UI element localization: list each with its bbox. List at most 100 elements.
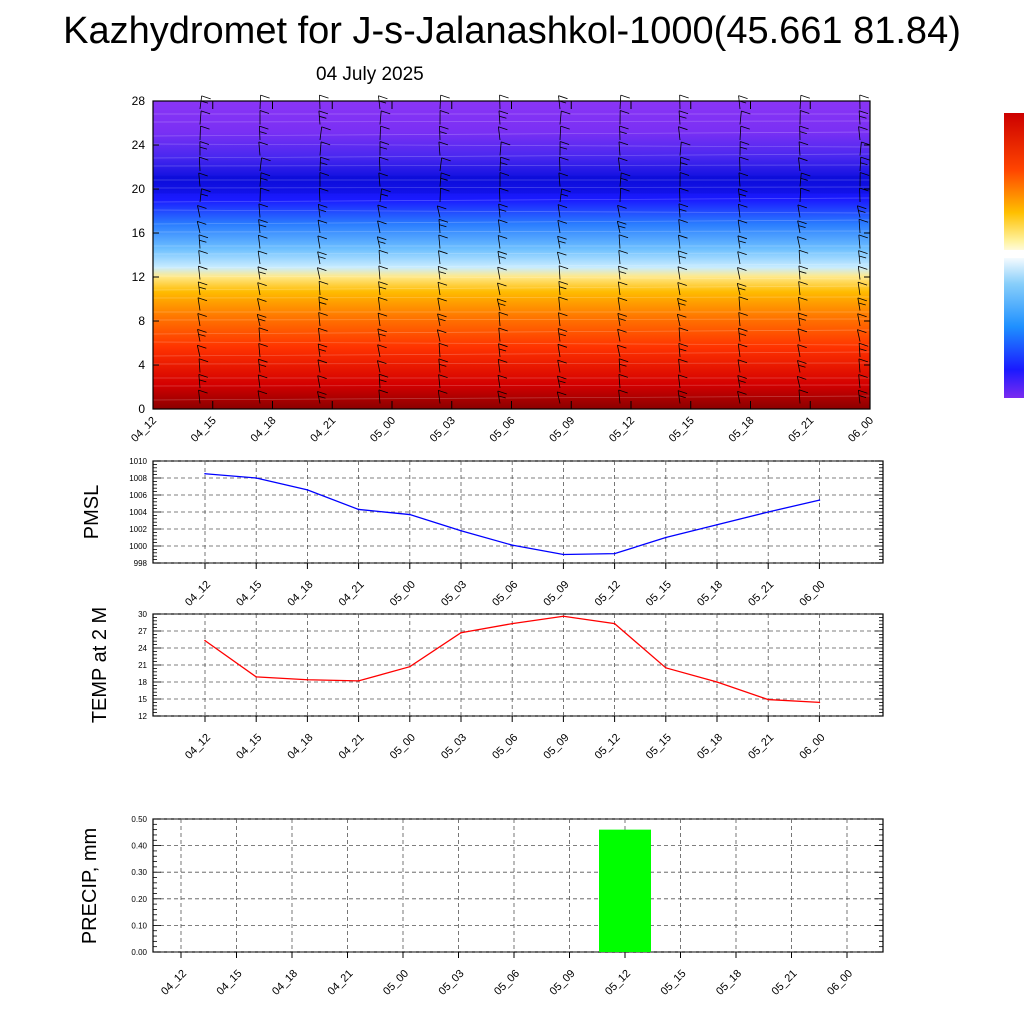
wind-barb — [198, 234, 209, 249]
contour-line — [152, 186, 871, 189]
heatmap-y-tick-label: 0 — [138, 402, 145, 416]
x-tick-label: 06_00 — [825, 968, 855, 998]
heatmap-field — [153, 101, 870, 409]
wind-barb — [499, 172, 510, 187]
wind-barb — [317, 391, 327, 404]
wind-barb — [618, 389, 628, 404]
wind-barb — [377, 360, 387, 373]
wind-barb — [197, 328, 207, 342]
wind-barb — [677, 266, 688, 280]
wind-barb — [318, 312, 328, 327]
x-tick-label: 04_21 — [337, 579, 367, 609]
wind-barb — [378, 373, 389, 389]
wind-barb — [318, 280, 329, 296]
wind-barb — [258, 327, 269, 342]
x-tick-label: 06_00 — [797, 579, 827, 609]
wind-barb — [737, 235, 748, 249]
y-tick-label: 24 — [138, 644, 147, 653]
wind-barb — [378, 249, 389, 265]
wind-barb — [738, 296, 749, 311]
x-tick-label: 04_15 — [234, 732, 264, 762]
x-tick-label: 05_06 — [492, 968, 522, 998]
contour-line — [152, 209, 871, 214]
wind-barb — [678, 203, 689, 218]
heatmap-x-tick-label: 05_03 — [428, 415, 458, 445]
x-tick-label: 05_00 — [388, 732, 418, 762]
heatmap-x-tick-label: 05_09 — [547, 415, 577, 445]
wind-barb — [257, 298, 267, 311]
wind-barb — [677, 297, 687, 311]
contour-line — [152, 252, 871, 255]
heatmap-x-tick-label: 04_12 — [129, 415, 159, 445]
y-tick-label: 0.40 — [131, 842, 147, 851]
data-point — [511, 622, 513, 625]
x-tick-label: 05_12 — [603, 968, 633, 998]
wind-barb — [317, 235, 327, 249]
wind-barb — [498, 219, 508, 234]
data-point — [511, 544, 513, 546]
heatmap-y-tick-label: 16 — [132, 226, 146, 240]
wind-barb — [797, 360, 807, 373]
wind-barb — [319, 172, 330, 187]
data-point — [613, 552, 616, 555]
wind-barb — [797, 328, 808, 342]
wind-barb — [198, 374, 208, 389]
wind-barb — [199, 141, 210, 156]
x-tick-label: 06_00 — [797, 732, 827, 762]
y-tick-label: 1010 — [129, 457, 147, 466]
wind-barb — [319, 94, 329, 110]
wind-barb — [317, 267, 327, 280]
wind-barb — [858, 389, 868, 404]
y-tick-label: 12 — [138, 712, 147, 721]
data-point — [665, 536, 667, 539]
x-tick-label: 05_21 — [746, 579, 776, 609]
wind-barb — [678, 234, 688, 249]
y-tick-label: 1002 — [129, 525, 147, 534]
wind-barb — [798, 157, 808, 172]
x-tick-label: 05_12 — [593, 732, 623, 762]
y-tick-label: 15 — [138, 695, 147, 704]
wind-barb — [376, 236, 387, 249]
wind-barb — [557, 204, 568, 218]
contour-line — [152, 275, 871, 280]
wind-barb — [557, 343, 568, 358]
y-tick-label: 0.50 — [131, 815, 147, 824]
wind-barb — [557, 220, 567, 234]
wind-barb — [436, 205, 447, 218]
wind-barb — [859, 172, 870, 187]
contour-line — [152, 395, 871, 401]
wind-barb — [497, 266, 507, 280]
heatmap-x-tick-label: 05_21 — [786, 415, 816, 445]
wind-barb — [618, 265, 628, 280]
wind-barb — [618, 373, 629, 389]
wind-barb — [318, 327, 328, 342]
wind-barb — [317, 375, 327, 389]
wind-barb — [438, 250, 448, 265]
wind-barb — [259, 110, 270, 125]
wind-barb — [736, 283, 747, 296]
x-tick-label: 05_21 — [746, 732, 776, 762]
wind-barb — [558, 280, 569, 296]
y-tick-label: 21 — [138, 661, 147, 670]
wind-barb — [197, 313, 207, 327]
wind-barb — [379, 125, 390, 141]
wind-barb — [796, 376, 807, 389]
wind-barb — [199, 188, 211, 203]
contour-line — [152, 341, 871, 346]
wind-barb — [678, 126, 688, 141]
wind-barb — [798, 281, 808, 296]
wind-barb — [677, 390, 688, 404]
contour-line — [152, 131, 871, 137]
wind-barb — [797, 312, 808, 327]
wind-barb — [437, 281, 448, 296]
chart-title: Kazhydromet for J-s-Jalanashkol-1000(45.… — [63, 10, 961, 52]
heatmap-y-tick-label: 28 — [132, 94, 146, 108]
wind-barb — [737, 343, 748, 358]
panel-frame — [152, 818, 884, 953]
wind-barb — [317, 251, 327, 265]
y-tick-label: 1004 — [129, 508, 147, 517]
x-tick-label: 05_15 — [644, 732, 674, 762]
contour-line — [152, 197, 871, 203]
x-tick-label: 05_06 — [490, 579, 520, 609]
